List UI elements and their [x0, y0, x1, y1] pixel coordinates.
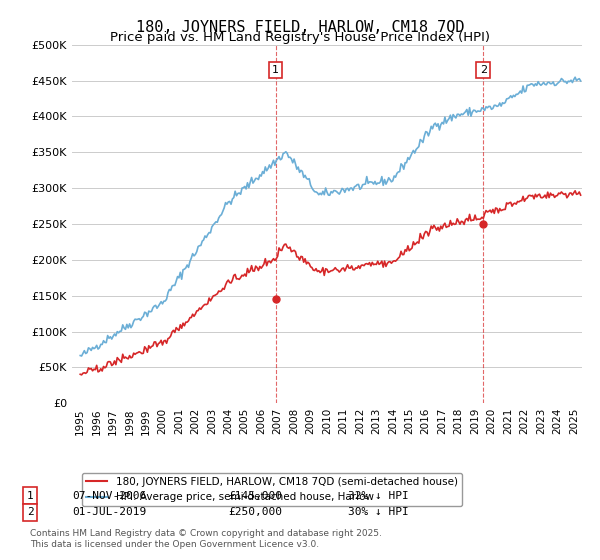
Text: Contains HM Land Registry data © Crown copyright and database right 2025.
This d: Contains HM Land Registry data © Crown c…	[30, 529, 382, 549]
Text: £145,000: £145,000	[228, 491, 282, 501]
Legend: 180, JOYNERS FIELD, HARLOW, CM18 7QD (semi-detached house), HPI: Average price, : 180, JOYNERS FIELD, HARLOW, CM18 7QD (se…	[82, 473, 462, 506]
Text: 180, JOYNERS FIELD, HARLOW, CM18 7QD: 180, JOYNERS FIELD, HARLOW, CM18 7QD	[136, 20, 464, 35]
Text: £250,000: £250,000	[228, 507, 282, 517]
Text: 1: 1	[26, 491, 34, 501]
Text: 2: 2	[26, 507, 34, 517]
Text: 30% ↓ HPI: 30% ↓ HPI	[348, 507, 409, 517]
Text: 1: 1	[272, 65, 279, 75]
Text: 07-NOV-2006: 07-NOV-2006	[72, 491, 146, 501]
Text: 01-JUL-2019: 01-JUL-2019	[72, 507, 146, 517]
Text: Price paid vs. HM Land Registry's House Price Index (HPI): Price paid vs. HM Land Registry's House …	[110, 31, 490, 44]
Text: 2: 2	[480, 65, 487, 75]
Text: 32% ↓ HPI: 32% ↓ HPI	[348, 491, 409, 501]
